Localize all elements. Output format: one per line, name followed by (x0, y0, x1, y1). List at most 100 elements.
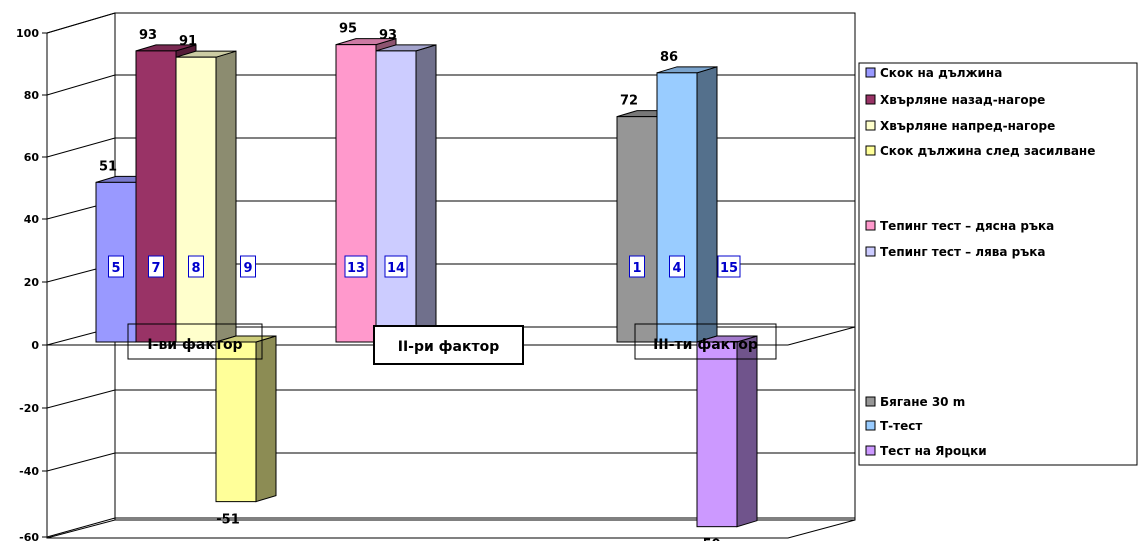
group-label-frame (373, 325, 524, 365)
number-box: 5 (108, 255, 124, 278)
number-label: 9 (243, 261, 252, 276)
legend-label: Хвърляне напред-нагоре (880, 119, 1055, 133)
y-tick-label: -60 (19, 531, 39, 541)
data-label: 95 (339, 22, 357, 37)
bar-side (736, 335, 758, 528)
legend-swatch (865, 220, 876, 231)
bar-front (616, 116, 658, 343)
data-label: 72 (620, 94, 638, 109)
gridline (46, 452, 116, 472)
gridline (46, 389, 116, 409)
group-label-text: I-ви фактор (147, 337, 242, 353)
number-label: 7 (151, 261, 160, 276)
bar: -59 (696, 335, 758, 541)
number-label: 8 (191, 261, 200, 276)
number-box: 14 (384, 255, 408, 278)
bar-front (215, 341, 257, 503)
data-label: 93 (139, 28, 157, 43)
y-tick-label: 100 (16, 27, 39, 40)
group-label-frame (127, 323, 263, 360)
legend-item: Бягане 30 m (865, 395, 965, 409)
y-axis: -60 -40 -20 0 20 40 60 80 100 (16, 27, 48, 541)
legend-label: Скок на дължина (880, 66, 1002, 80)
group-label: III-ти фактор (634, 323, 777, 360)
legend-item: Хвърляне напред-нагоре (865, 119, 1055, 133)
data-label: 51 (99, 159, 117, 174)
group-label-frame (634, 323, 777, 360)
number-box-frame (188, 255, 204, 278)
gridline (46, 74, 116, 96)
y-tick-label: 20 (24, 276, 40, 289)
legend-label: Тепинг тест – дясна ръка (880, 219, 1054, 233)
group-label-text: III-ти фактор (653, 337, 758, 353)
number-box: 9 (240, 255, 256, 278)
legend-item: Тест на Яроцки (865, 444, 987, 458)
number-box: 13 (344, 255, 368, 278)
bar: 91 (175, 34, 237, 343)
number-box-frame (384, 255, 408, 278)
bar-side (215, 50, 237, 343)
legend-frame (858, 62, 1138, 466)
bar-front (375, 50, 417, 343)
data-label: -59 (697, 538, 721, 541)
number-label: 4 (672, 261, 681, 276)
legend-item: Хвърляне назад-нагоре (865, 93, 1045, 107)
legend-label: Скок дължина след засилване (880, 144, 1095, 158)
bar: 93 (375, 28, 437, 343)
y-tick-label: 60 (24, 151, 40, 164)
bar-front (696, 341, 738, 528)
y-tick-label: 80 (24, 89, 40, 102)
bar-side (696, 66, 718, 343)
bar-front (335, 44, 377, 343)
bar-side (415, 44, 437, 343)
legend-swatch (865, 145, 876, 156)
number-box-frame (148, 255, 164, 278)
y-tick-label: -40 (19, 465, 39, 478)
bar-front (656, 72, 698, 343)
number-label: 13 (347, 261, 365, 276)
number-label: 15 (720, 261, 738, 276)
legend-swatch (865, 67, 876, 78)
data-label: 86 (660, 50, 678, 65)
zero-line-depth (787, 326, 856, 346)
legend-label: Хвърляне назад-нагоре (880, 93, 1045, 107)
number-box: 1 (629, 255, 645, 278)
gridline (46, 12, 116, 34)
bar: -51 (215, 335, 277, 528)
bar-side (255, 335, 277, 503)
number-box: 15 (717, 255, 741, 278)
number-box-frame (108, 255, 124, 278)
number-box-frame (344, 255, 368, 278)
group-label: I-ви фактор (127, 323, 263, 360)
y-tick-label: 0 (31, 339, 39, 352)
number-box: 8 (188, 255, 204, 278)
y-tick-label: -20 (19, 402, 39, 415)
legend-swatch (865, 445, 876, 456)
number-box-frame (240, 255, 256, 278)
gridline (46, 137, 116, 158)
number-box-frame (629, 255, 645, 278)
number-box: 7 (148, 255, 164, 278)
number-label: 1 (632, 261, 641, 276)
number-box-frame (717, 255, 741, 278)
data-label: 93 (379, 28, 397, 43)
legend-swatch (865, 94, 876, 105)
legend-swatch (865, 396, 876, 407)
legend-swatch (865, 420, 876, 431)
number-label: 14 (387, 261, 405, 276)
legend-label: Т-тест (880, 419, 922, 433)
legend-swatch (865, 120, 876, 131)
legend-item: Скок дължина след засилване (865, 144, 1095, 158)
data-label: -51 (216, 513, 240, 528)
legend-label: Тепинг тест – лява ръка (880, 245, 1046, 259)
legend-label: Бягане 30 m (880, 395, 965, 409)
legend-item: Т-тест (865, 419, 922, 433)
floor (47, 519, 856, 539)
y-tick-label: 40 (24, 213, 40, 226)
number-box: 4 (669, 255, 685, 278)
legend-label: Тест на Яроцки (880, 444, 987, 458)
data-label: 91 (179, 34, 197, 49)
legend: Скок на дължина Хвърляне назад-нагоре Хвър… (858, 62, 1138, 466)
